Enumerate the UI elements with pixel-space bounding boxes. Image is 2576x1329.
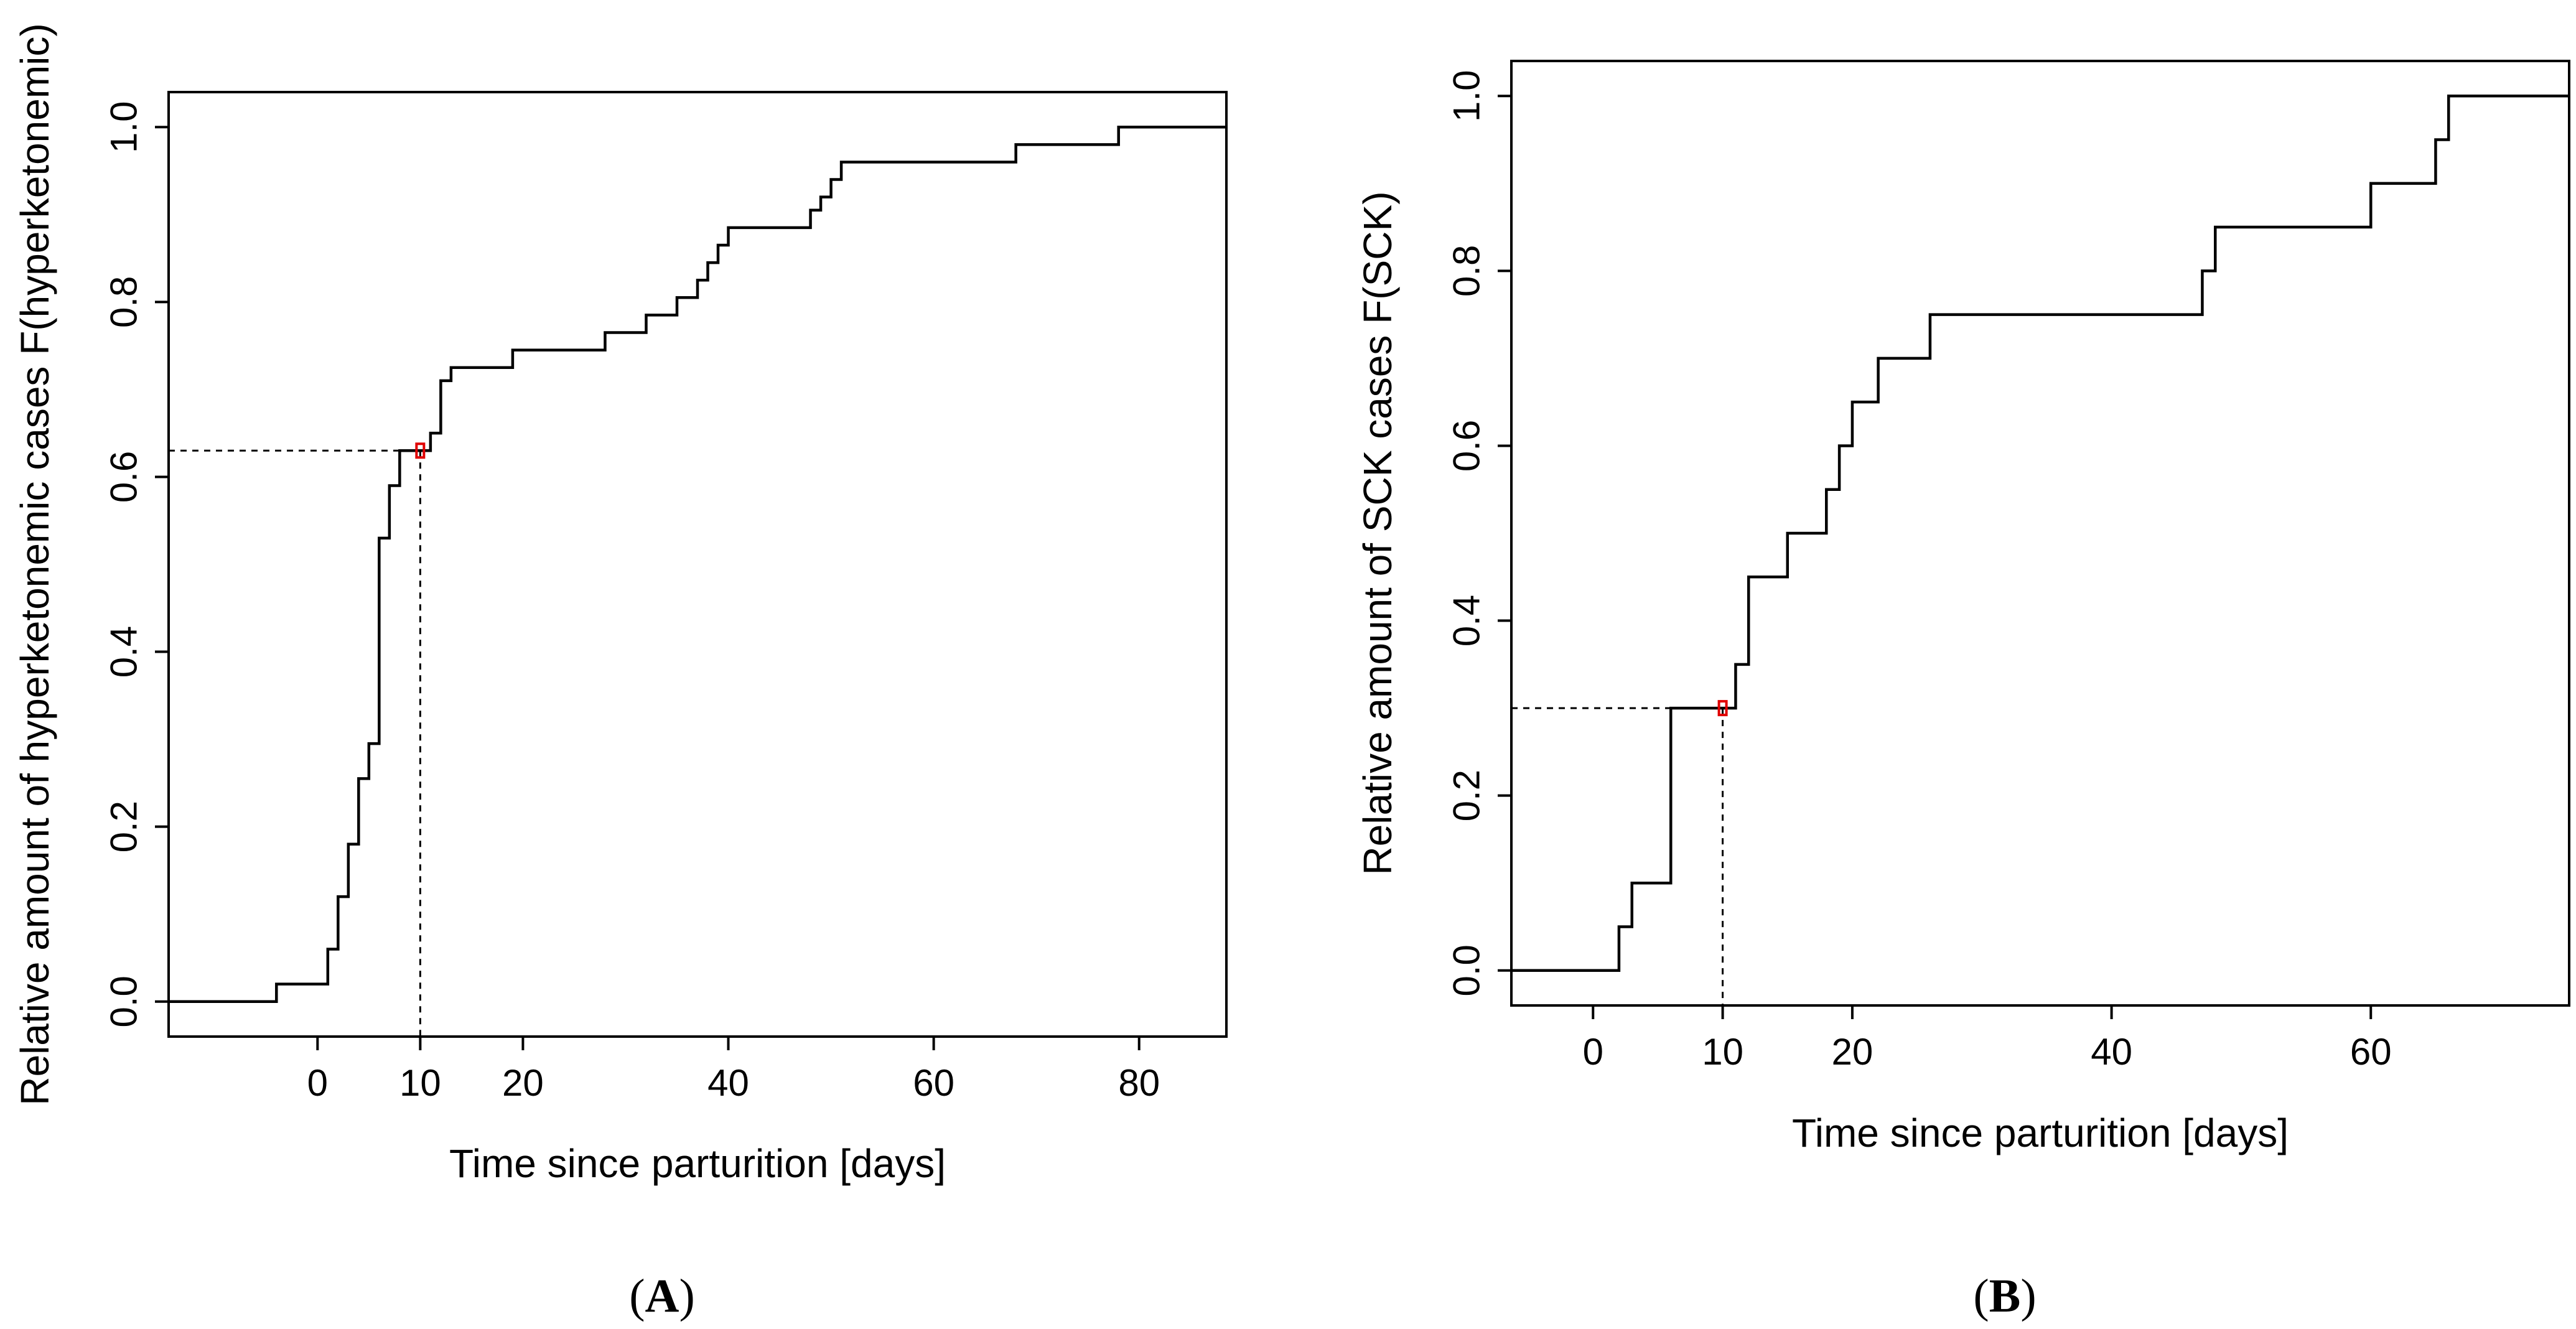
panel-a-x-tick-label: 60 [913, 1062, 954, 1104]
panel-b-y-tick-label: 0.6 [1446, 420, 1488, 472]
panel-a-y-tick-label: 1.0 [103, 101, 145, 153]
panel-b-x-axis-title: Time since parturition [days] [1792, 1111, 2289, 1155]
panel-a-x-axis-title: Time since parturition [days] [449, 1141, 946, 1186]
panel-b: 0 10 20 40 60 0.0 0.2 0.4 0.6 0.8 1.0 Time since p… [1355, 60, 2570, 1322]
panel-b-x-tick-label: 60 [2350, 1031, 2392, 1073]
panel-a-plot-frame [167, 91, 1228, 1038]
panel-a-x-tick-label: 40 [707, 1062, 749, 1104]
panel-b-reference-marker [1717, 700, 1728, 717]
panel-b-y-axis-title: Relative amount of SCK cases F(SCK) [1355, 191, 1400, 875]
panel-a-reference-marker [415, 442, 426, 459]
panel-a-caption-letter: A [645, 1270, 679, 1322]
panel-b-y-tick-label: 0.2 [1446, 770, 1488, 821]
panel-a-caption-open: ( [629, 1270, 645, 1322]
panel-b-caption: (B) [1973, 1270, 2036, 1322]
panel-b-caption-letter: B [1989, 1270, 2021, 1322]
panel-b-y-tick-label: 0.4 [1446, 595, 1488, 646]
panel-b-x-tick-label: 20 [1832, 1031, 1874, 1073]
panel-a-x-tick-label: 20 [502, 1062, 544, 1104]
panel-a-y-tick-label: 0.4 [103, 626, 145, 678]
panel-a-x-tick-label: 80 [1118, 1062, 1160, 1104]
panel-b-x-tick-label: 40 [2091, 1031, 2132, 1073]
panel-b-chart-marks: 0 10 20 40 60 0.0 0.2 0.4 0.6 0.8 1.0 [1446, 70, 2569, 1073]
panel-a-x-tick-label: 0 [307, 1062, 328, 1104]
panel-a-caption: (A) [629, 1270, 695, 1322]
panel-a-y-tick-label: 0.0 [103, 976, 145, 1027]
panel-a: 0 10 20 40 60 80 0.0 0.2 0.4 0.6 0.8 1.0 Time since… [12, 23, 1228, 1322]
panel-a-chart-marks: 0 10 20 40 60 80 0.0 0.2 0.4 0.6 0.8 1.0 [103, 101, 1226, 1104]
panel-a-caption-close: ) [679, 1270, 694, 1322]
panel-a-x-tick-label: 10 [399, 1062, 441, 1104]
panel-a-y-tick-label: 0.8 [103, 276, 145, 328]
panel-b-x-tick-label: 10 [1702, 1031, 1743, 1073]
panel-b-x-tick-label: 0 [1583, 1031, 1603, 1073]
panel-b-plot-frame [1510, 60, 2570, 1007]
panel-a-y-axis-title: Relative amount of hyperketonemic cases … [12, 23, 57, 1105]
panel-b-caption-open: ( [1973, 1270, 1989, 1322]
panel-b-ecdf-step-line [1511, 94, 2569, 972]
panel-a-y-tick-label: 0.2 [103, 801, 145, 852]
panel-b-y-tick-label: 0.0 [1446, 944, 1488, 996]
panel-a-y-tick-label: 0.6 [103, 451, 145, 503]
panel-a-ecdf-step-line [169, 125, 1226, 1004]
panel-b-y-tick-label: 0.8 [1446, 245, 1488, 297]
panel-b-y-tick-label: 1.0 [1446, 70, 1488, 122]
panel-b-caption-close: ) [2020, 1270, 2036, 1322]
